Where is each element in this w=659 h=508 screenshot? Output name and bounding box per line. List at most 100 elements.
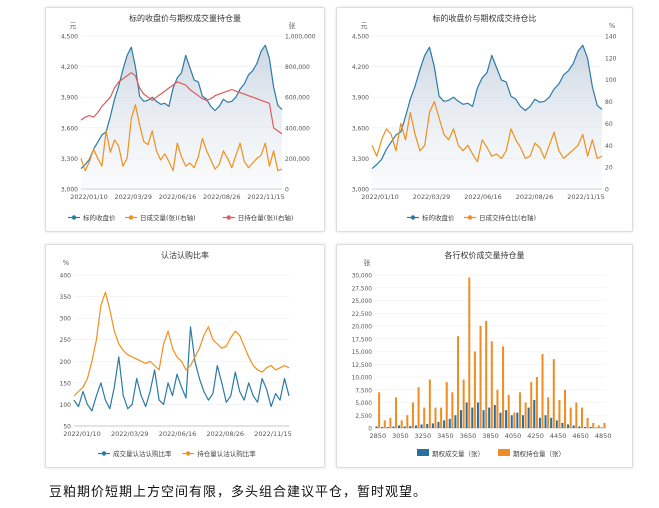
series-line-2 bbox=[80, 72, 283, 135]
x-tick: 4050 bbox=[505, 432, 522, 440]
series-line-1 bbox=[80, 104, 283, 172]
y-tick-left: 3,900 bbox=[61, 95, 78, 102]
y-tick-right: 200,000 bbox=[285, 156, 310, 163]
bar-volume bbox=[583, 426, 586, 428]
series-area bbox=[81, 45, 282, 190]
bar-open-interest bbox=[564, 389, 567, 428]
bar-open-interest bbox=[445, 382, 448, 428]
bar-volume bbox=[516, 412, 519, 428]
chart-panel-put-call-ratio: 认沽认购比率% 50 100 150 200 250 300 350 400 2022/01/10… bbox=[45, 244, 325, 468]
legend-marker bbox=[101, 451, 107, 456]
x-tick: 2022/11/15 bbox=[247, 193, 284, 201]
y-tick-left: 7,500 bbox=[355, 388, 372, 394]
bar-open-interest bbox=[597, 425, 600, 428]
bar-volume bbox=[454, 415, 457, 428]
y-tick-left: 22,500 bbox=[352, 312, 373, 318]
y-tick-left: 3,300 bbox=[352, 156, 369, 163]
y-tick-left: 3,000 bbox=[352, 187, 369, 194]
x-tick: 2022/06/16 bbox=[464, 193, 501, 201]
bar-open-interest bbox=[518, 392, 521, 428]
bar-open-interest bbox=[547, 397, 550, 428]
bar-volume bbox=[437, 421, 440, 428]
legend-label: 日持仓量(张)(右轴) bbox=[238, 213, 294, 222]
chart-title: 标的收盘价与期权成交量持仓量 bbox=[129, 13, 241, 23]
bar-open-interest bbox=[395, 397, 398, 428]
bar-volume bbox=[386, 426, 389, 428]
bar-volume bbox=[465, 402, 468, 428]
bar-open-interest bbox=[406, 415, 409, 428]
bar-open-interest bbox=[423, 407, 426, 428]
x-tick: 2022/08/26 bbox=[207, 430, 244, 438]
bar-volume bbox=[550, 417, 553, 428]
legend-label: 期权成交量（张） bbox=[432, 449, 484, 458]
bar-volume bbox=[499, 412, 502, 428]
y-tick-right: 100 bbox=[605, 77, 617, 84]
legend-label: 日成交量(张)(右轴) bbox=[140, 213, 196, 222]
bar-open-interest bbox=[496, 389, 499, 428]
bar-volume bbox=[595, 427, 598, 428]
y-tick-left: 10,000 bbox=[352, 376, 373, 382]
x-tick: 2022/03/29 bbox=[111, 430, 148, 438]
x-tick: 4850 bbox=[595, 432, 612, 440]
y-tick-left: 200 bbox=[60, 359, 72, 366]
legend-marker bbox=[410, 215, 416, 220]
y-tick-left: 50 bbox=[63, 424, 71, 431]
legend-swatch bbox=[417, 449, 429, 456]
y-tick-left: 4,200 bbox=[352, 64, 369, 71]
y-tick-left: 27,500 bbox=[352, 286, 373, 292]
bar-open-interest bbox=[462, 379, 465, 428]
y-tick-right: 140 bbox=[605, 34, 617, 41]
y-tick-right: 120 bbox=[605, 55, 617, 62]
y-tick-right: 40 bbox=[605, 143, 613, 150]
bar-volume bbox=[538, 417, 541, 428]
y-tick-right: 800,000 bbox=[285, 64, 310, 71]
x-tick: 2850 bbox=[370, 432, 387, 440]
x-tick: 2022/03/29 bbox=[413, 193, 450, 201]
y-tick-left: 12,500 bbox=[352, 363, 373, 369]
y-unit-right: % bbox=[609, 22, 616, 30]
bar-volume bbox=[510, 415, 513, 428]
bar-volume bbox=[561, 422, 564, 428]
bar-volume bbox=[555, 420, 558, 428]
x-tick: 3450 bbox=[437, 432, 454, 440]
series-line-1 bbox=[371, 100, 603, 163]
x-tick: 2022/08/26 bbox=[203, 193, 240, 201]
bar-open-interest bbox=[586, 417, 589, 428]
bar-volume bbox=[409, 425, 412, 428]
y-tick-left: 4,500 bbox=[352, 34, 369, 41]
bar-open-interest bbox=[575, 402, 578, 428]
y-tick-left: 3,600 bbox=[352, 125, 369, 132]
legend-swatch bbox=[498, 449, 510, 456]
legend-label: 标的收盘价 bbox=[422, 213, 455, 222]
bar-volume bbox=[392, 426, 395, 428]
bar-open-interest bbox=[530, 382, 533, 428]
x-tick: 2022/08/26 bbox=[516, 193, 553, 201]
bar-volume bbox=[414, 425, 417, 428]
bar-open-interest bbox=[513, 412, 516, 428]
bar-volume bbox=[578, 426, 581, 428]
bar-open-interest bbox=[490, 341, 493, 428]
report-caption: 豆粕期价短期上方空间有限，多头组合建议平仓，暂时观望。 bbox=[49, 485, 428, 500]
y-tick-left: 4,200 bbox=[61, 64, 78, 71]
bar-volume bbox=[431, 423, 434, 428]
bar-volume bbox=[443, 420, 446, 428]
bar-volume bbox=[488, 407, 491, 428]
y-tick-right: 20 bbox=[605, 165, 613, 172]
x-tick: 3050 bbox=[392, 432, 409, 440]
y-tick-right: 80 bbox=[605, 99, 613, 106]
bar-open-interest bbox=[603, 422, 606, 428]
bar-volume bbox=[381, 426, 384, 428]
y-unit-left: 元 bbox=[70, 22, 77, 30]
bar-volume bbox=[403, 426, 406, 428]
bar-open-interest bbox=[541, 354, 544, 428]
legend-marker bbox=[128, 215, 134, 220]
bar-volume bbox=[527, 407, 530, 428]
legend-marker bbox=[467, 215, 473, 220]
series-line-0 bbox=[73, 326, 290, 412]
x-tick: 4650 bbox=[572, 432, 589, 440]
x-tick: 2022/03/29 bbox=[115, 193, 152, 201]
bar-open-interest bbox=[417, 387, 420, 428]
